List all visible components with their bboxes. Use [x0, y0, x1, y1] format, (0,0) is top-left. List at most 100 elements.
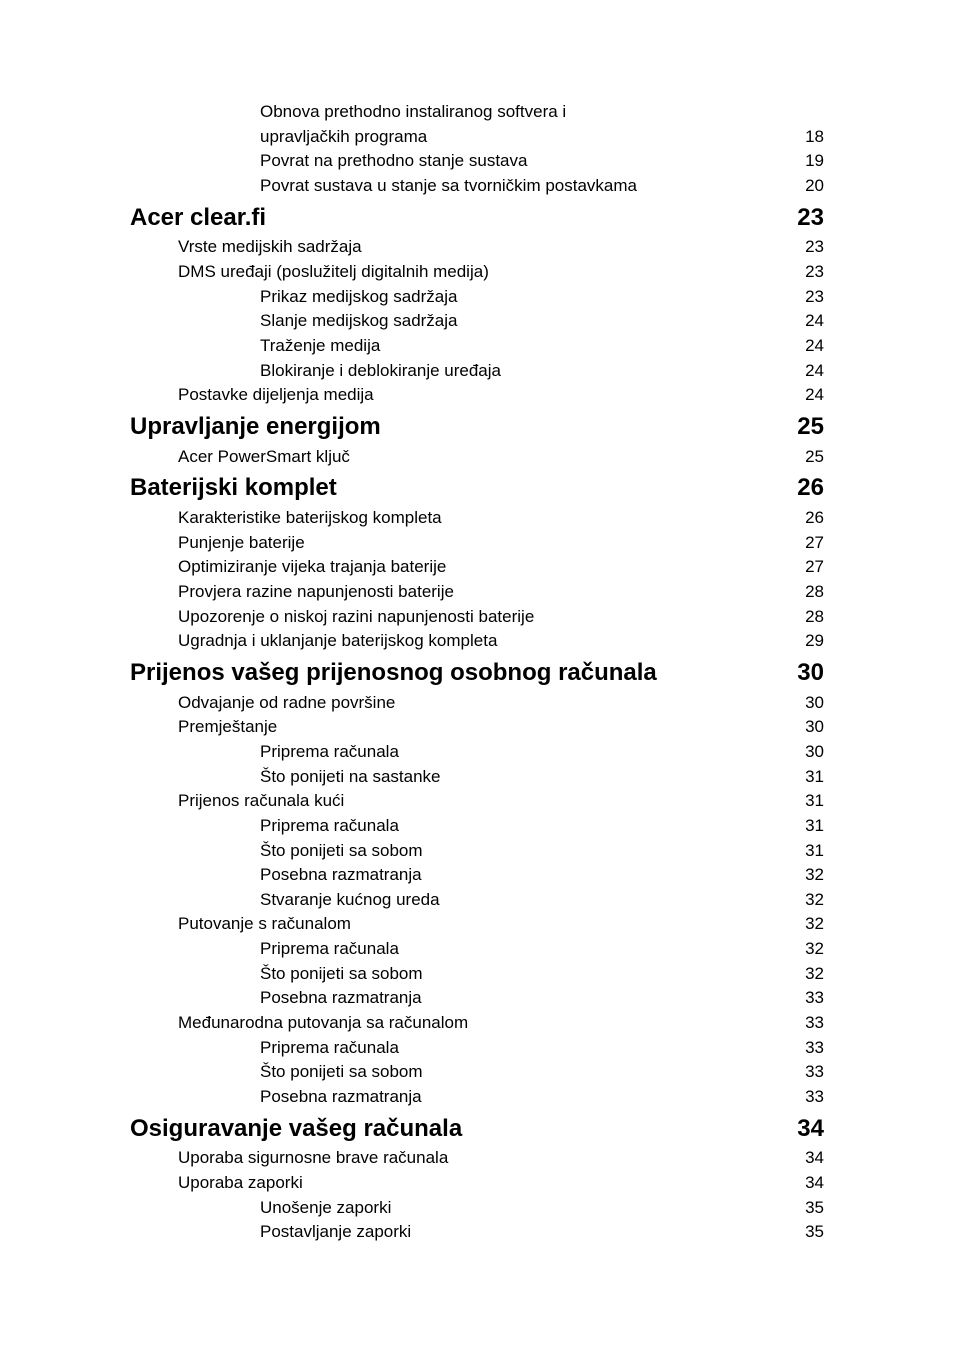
toc-page-number: 32 — [784, 912, 824, 937]
toc-row: Prikaz medijskog sadržaja23 — [130, 285, 824, 310]
toc-label: Punjenje baterije — [178, 531, 784, 556]
toc-row: Uporaba sigurnosne brave računala34 — [130, 1146, 824, 1171]
toc-label: Prikaz medijskog sadržaja — [260, 285, 784, 310]
toc-row: Priprema računala33 — [130, 1036, 824, 1061]
toc-label: Obnova prethodno instaliranog softvera i — [260, 100, 784, 125]
toc-page-number: 33 — [784, 1011, 824, 1036]
toc-row: Priprema računala32 — [130, 937, 824, 962]
toc-label: Priprema računala — [260, 814, 784, 839]
toc-page-number: 30 — [784, 691, 824, 716]
toc-label: Postavljanje zaporki — [260, 1220, 784, 1245]
toc-page-number: 24 — [784, 359, 824, 384]
toc-page-number: 20 — [784, 174, 824, 199]
toc-row: Karakteristike baterijskog kompleta26 — [130, 506, 824, 531]
toc-label: Prijenos računala kući — [178, 789, 784, 814]
toc-page-number: 32 — [784, 962, 824, 987]
toc-row: Što ponijeti sa sobom31 — [130, 839, 824, 864]
toc-label: Priprema računala — [260, 740, 784, 765]
toc-label: Prijenos vašeg prijenosnog osobnog račun… — [130, 656, 784, 691]
toc-page-number: 24 — [784, 334, 824, 359]
toc-label: Unošenje zaporki — [260, 1196, 784, 1221]
toc-label: Osiguravanje vašeg računala — [130, 1112, 784, 1147]
toc-row: Provjera razine napunjenosti baterije28 — [130, 580, 824, 605]
toc-label: Karakteristike baterijskog kompleta — [178, 506, 784, 531]
toc-row: upravljačkih programa18 — [130, 125, 824, 150]
toc-page-number: 23 — [784, 260, 824, 285]
toc-row: Povrat na prethodno stanje sustava19 — [130, 149, 824, 174]
toc-page-number: 25 — [784, 410, 824, 445]
toc-row: Priprema računala30 — [130, 740, 824, 765]
toc-label: Odvajanje od radne površine — [178, 691, 784, 716]
toc-label: Optimiziranje vijeka trajanja baterije — [178, 555, 784, 580]
toc-row: Unošenje zaporki35 — [130, 1196, 824, 1221]
toc-page-number: 34 — [784, 1171, 824, 1196]
toc-page-number: 23 — [784, 285, 824, 310]
toc-row: Vrste medijskih sadržaja23 — [130, 235, 824, 260]
toc-page-number: 31 — [784, 839, 824, 864]
toc-label: Provjera razine napunjenosti baterije — [178, 580, 784, 605]
toc-label: Što ponijeti na sastanke — [260, 765, 784, 790]
toc-row: Putovanje s računalom32 — [130, 912, 824, 937]
toc-label: Stvaranje kućnog ureda — [260, 888, 784, 913]
toc-label: Priprema računala — [260, 937, 784, 962]
toc-label: Upravljanje energijom — [130, 410, 784, 445]
toc-page-number: 24 — [784, 309, 824, 334]
toc-label: Postavke dijeljenja medija — [178, 383, 784, 408]
toc-page-number: 29 — [784, 629, 824, 654]
toc-label: Međunarodna putovanja sa računalom — [178, 1011, 784, 1036]
toc-row: Prijenos računala kući31 — [130, 789, 824, 814]
toc-row: Međunarodna putovanja sa računalom33 — [130, 1011, 824, 1036]
toc-row: Postavke dijeljenja medija24 — [130, 383, 824, 408]
toc-label: Što ponijeti sa sobom — [260, 1060, 784, 1085]
toc-page-number: 24 — [784, 383, 824, 408]
toc-page-number: 23 — [784, 201, 824, 236]
toc-row: Povrat sustava u stanje sa tvorničkim po… — [130, 174, 824, 199]
toc-page-number: 33 — [784, 1060, 824, 1085]
toc-page-number: 32 — [784, 937, 824, 962]
toc-row: Stvaranje kućnog ureda32 — [130, 888, 824, 913]
toc-label: Priprema računala — [260, 1036, 784, 1061]
toc-label: Slanje medijskog sadržaja — [260, 309, 784, 334]
toc-label: Posebna razmatranja — [260, 863, 784, 888]
toc-label: Premještanje — [178, 715, 784, 740]
toc-row: Blokiranje i deblokiranje uređaja24 — [130, 359, 824, 384]
toc-page-number: 33 — [784, 1036, 824, 1061]
toc-page-number: 31 — [784, 765, 824, 790]
toc-row: Obnova prethodno instaliranog softvera i — [130, 100, 824, 125]
toc-label: Uporaba sigurnosne brave računala — [178, 1146, 784, 1171]
toc-row: Baterijski komplet26 — [130, 471, 824, 506]
toc-row: Traženje medija24 — [130, 334, 824, 359]
toc-label: Što ponijeti sa sobom — [260, 962, 784, 987]
toc-label: Blokiranje i deblokiranje uređaja — [260, 359, 784, 384]
toc-row: Acer PowerSmart ključ25 — [130, 445, 824, 470]
toc-row: Posebna razmatranja33 — [130, 1085, 824, 1110]
toc-page-number: 34 — [784, 1112, 824, 1147]
toc-page-number: 30 — [784, 656, 824, 691]
toc-page-number: 31 — [784, 814, 824, 839]
toc-page-number: 28 — [784, 580, 824, 605]
toc-row: DMS uređaji (poslužitelj digitalnih medi… — [130, 260, 824, 285]
toc-label: Uporaba zaporki — [178, 1171, 784, 1196]
toc-page-number: 30 — [784, 740, 824, 765]
toc-page-number: 33 — [784, 1085, 824, 1110]
toc-page-number: 33 — [784, 986, 824, 1011]
toc-label: Posebna razmatranja — [260, 1085, 784, 1110]
toc-page-number: 25 — [784, 445, 824, 470]
toc-page-number: 32 — [784, 863, 824, 888]
toc-row: Upozorenje o niskoj razini napunjenosti … — [130, 605, 824, 630]
toc-page-number: 35 — [784, 1196, 824, 1221]
toc-page-number: 23 — [784, 235, 824, 260]
toc-label: Baterijski komplet — [130, 471, 784, 506]
toc-row: Punjenje baterije27 — [130, 531, 824, 556]
toc-row: Postavljanje zaporki35 — [130, 1220, 824, 1245]
toc-label: Što ponijeti sa sobom — [260, 839, 784, 864]
toc-row: Prijenos vašeg prijenosnog osobnog račun… — [130, 656, 824, 691]
toc-row: Odvajanje od radne površine30 — [130, 691, 824, 716]
toc-label: Upozorenje o niskoj razini napunjenosti … — [178, 605, 784, 630]
toc-row: Upravljanje energijom25 — [130, 410, 824, 445]
toc-page-number: 32 — [784, 888, 824, 913]
toc-page-number: 35 — [784, 1220, 824, 1245]
toc-row: Što ponijeti sa sobom33 — [130, 1060, 824, 1085]
toc-label: Povrat sustava u stanje sa tvorničkim po… — [260, 174, 784, 199]
toc-page-number: 19 — [784, 149, 824, 174]
